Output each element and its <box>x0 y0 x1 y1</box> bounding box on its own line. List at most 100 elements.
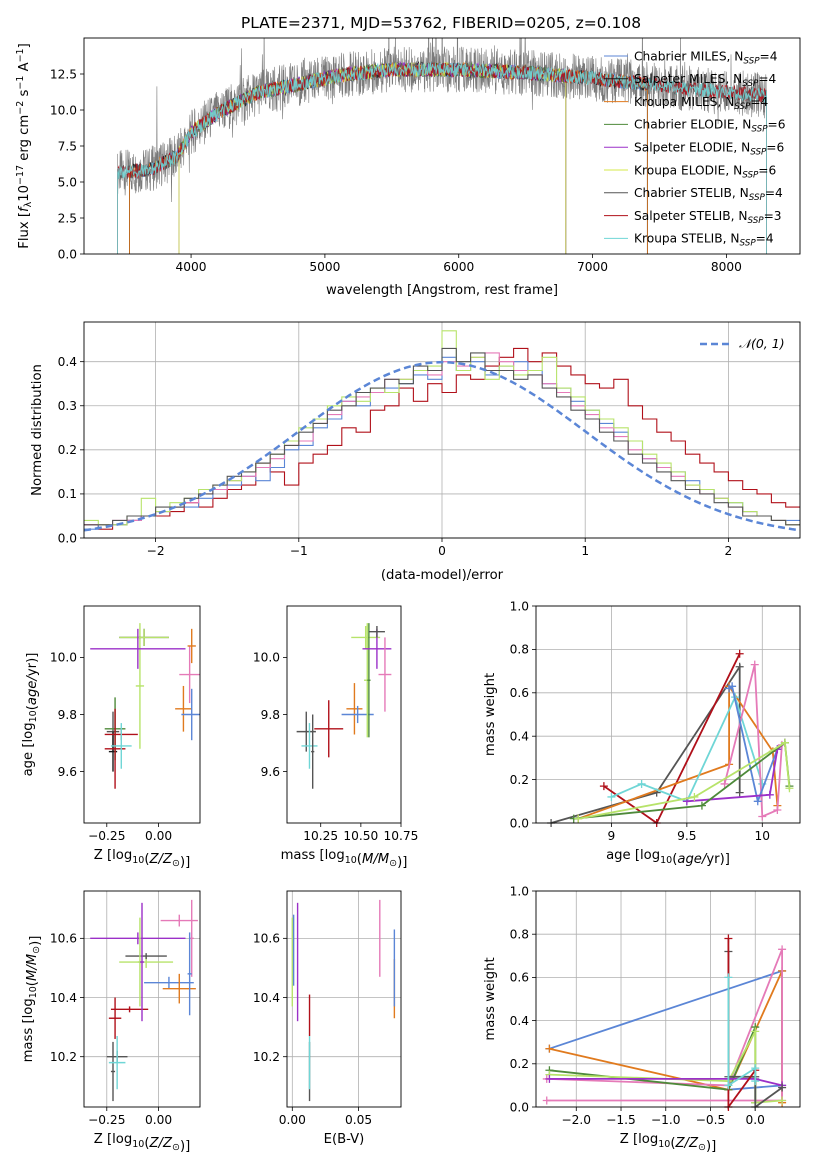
weight-marker <box>753 797 762 806</box>
x-tick-label: −0.25 <box>88 1113 125 1127</box>
axes-frame <box>83 890 201 1108</box>
weight-series <box>547 662 744 827</box>
errorbar-point <box>314 700 344 758</box>
x-tick-label: 0.00 <box>279 1113 306 1127</box>
figure-title: PLATE=2371, MJD=53762, FIBERID=0205, z=0… <box>241 14 641 32</box>
observed-spectrum <box>117 38 767 203</box>
weight-marker <box>545 1044 554 1053</box>
legend-entry: Kroupa MILES, NSSP=4 <box>634 95 769 112</box>
x-tick-label: 8000 <box>711 260 742 274</box>
weight-marker <box>720 779 729 788</box>
errorbar-point <box>108 1035 126 1090</box>
x-tick-label: −1 <box>290 544 308 558</box>
y-tick-label: 10.6 <box>253 932 280 946</box>
y-tick-label: 7.5 <box>58 139 77 153</box>
y-tick-label: 10.6 <box>50 932 77 946</box>
y-tick-label: 1.0 <box>510 599 529 613</box>
x-tick-label: −0.5 <box>696 1113 726 1127</box>
x-tick-label: 0.00 <box>145 1113 172 1127</box>
errorbar-point <box>125 953 167 960</box>
y-tick-label: 1.0 <box>510 884 529 898</box>
weight-series <box>724 973 760 1090</box>
x-tick-label: 0.00 <box>145 829 172 843</box>
axes-frame <box>83 605 201 824</box>
y-tick-label: 10.0 <box>50 103 77 117</box>
weight-marker <box>773 805 782 814</box>
y-tick-label: 5.0 <box>58 175 77 189</box>
weight-line <box>578 741 791 820</box>
y-tick-label: 10.4 <box>50 991 77 1005</box>
x-tick-label: −2.0 <box>561 1113 591 1127</box>
y-tick-label: 9.6 <box>58 765 77 779</box>
x-axis-label: wavelength [Angstrom, rest frame] <box>326 283 558 298</box>
errorbar-point <box>187 932 192 1016</box>
weight-marker <box>751 1027 760 1036</box>
errorbar-point <box>104 708 126 789</box>
legend-entry: Chabrier MILES, NSSP=4 <box>634 49 778 66</box>
legend-entry: Chabrier STELIB, NSSP=4 <box>634 186 783 203</box>
y-axis-label: Normed distribution <box>30 364 45 496</box>
x-tick-label: 9 <box>608 829 616 843</box>
y-tick-label: 0.4 <box>510 1014 530 1028</box>
legend-entry: Salpeter STELIB, NSSP=3 <box>634 209 782 226</box>
weight-marker <box>728 682 737 691</box>
weight-marker <box>750 660 759 669</box>
y-axis-label: mass [log10(M/M⊙)] <box>21 936 43 1063</box>
axes-frame <box>535 890 801 1108</box>
weight-marker <box>778 945 787 954</box>
errorbar-point <box>90 628 186 669</box>
weight-line <box>549 1078 783 1087</box>
y-tick-label: 0.0 <box>58 247 77 261</box>
y-tick-label: 0.6 <box>510 686 529 700</box>
y-tick-label: 0.2 <box>510 1057 529 1071</box>
y-tick-label: 10.0 <box>253 651 280 665</box>
x-axis-label: Z [log10(Z/Z⊙)] <box>94 1132 191 1154</box>
x-tick-label: 6000 <box>443 260 474 274</box>
residuals-panel: −2 −1 0 1 2 0.0 0.1 0.2 0.3 0.4 (data-model)/error… <box>30 321 801 583</box>
weight-marker <box>765 790 774 799</box>
histogram-step <box>84 347 800 530</box>
y-tick-label: 0.4 <box>58 355 78 369</box>
spectrum-panel: 4000 5000 6000 7000 8000 0.0 2.5 5.0 7.5 10.0 12.5… <box>15 37 801 298</box>
mass_vs_EBV-panel: 0.00 0.05 10.2 10.4 10.6 E(B-V) <box>253 890 402 1147</box>
errorbar-point <box>139 902 145 1022</box>
y-tick-label: 2.5 <box>58 211 77 225</box>
y-axis-label: age [log10(age/yr)] <box>21 653 40 777</box>
normal-curve <box>84 360 800 532</box>
y-tick-label: 0.0 <box>510 816 529 830</box>
x-axis-label: Z [log10(Z/Z⊙)] <box>620 1132 717 1154</box>
weight-marker <box>778 1083 787 1092</box>
age_vs_Z-panel: −0.25 0.00 9.6 9.8 10.0 Z [log10(Z/Z⊙)] age [l… <box>21 605 201 870</box>
weight-series <box>720 660 786 821</box>
axes-frame <box>286 605 402 824</box>
y-axis-label: mass weight <box>483 957 498 1040</box>
legend-entry: Chabrier ELODIE, NSSP=6 <box>634 118 786 135</box>
residuals-legend: 𝒩(0, 1) <box>700 336 785 351</box>
errorbar-area <box>291 899 396 1102</box>
y-axis-label: Flux [fλ10−17 erg cm−2 s−1 A−1] <box>15 43 34 249</box>
x-tick-label: −1.5 <box>606 1113 636 1127</box>
axes-frame <box>83 321 801 539</box>
y-tick-label: 0.8 <box>510 643 529 657</box>
x-axis-label: mass [log10(M/M⊙)] <box>281 848 408 870</box>
legend-entry: Salpeter ELODIE, NSSP=6 <box>634 141 784 158</box>
weight-series <box>545 1023 760 1107</box>
y-tick-label: 0.3 <box>58 399 77 413</box>
y-tick-label: 9.8 <box>58 708 77 722</box>
errorbar-point <box>311 714 315 789</box>
x-axis-label: age [log10(age/yr)] <box>606 848 730 867</box>
weight-line <box>727 977 757 1088</box>
errorbar-point <box>368 625 385 638</box>
y-tick-label: 10.4 <box>253 991 280 1005</box>
age_vs_mass-panel: 10.25 10.50 10.75 9.6 9.8 10.0 mass [log10(M/M… <box>253 605 419 870</box>
weight-series <box>574 682 782 823</box>
legend-entry: Kroupa ELODIE, NSSP=6 <box>634 163 776 180</box>
x-tick-label: 10.75 <box>384 829 419 843</box>
weight-marker <box>542 1096 551 1105</box>
x-tick-label: 0.0 <box>746 1113 765 1127</box>
model-spectrum <box>117 62 767 254</box>
y-tick-label: 0.0 <box>510 1100 529 1114</box>
errorbar-point <box>351 625 381 649</box>
weight-marker <box>735 788 744 797</box>
y-tick-label: 10.0 <box>50 651 77 665</box>
